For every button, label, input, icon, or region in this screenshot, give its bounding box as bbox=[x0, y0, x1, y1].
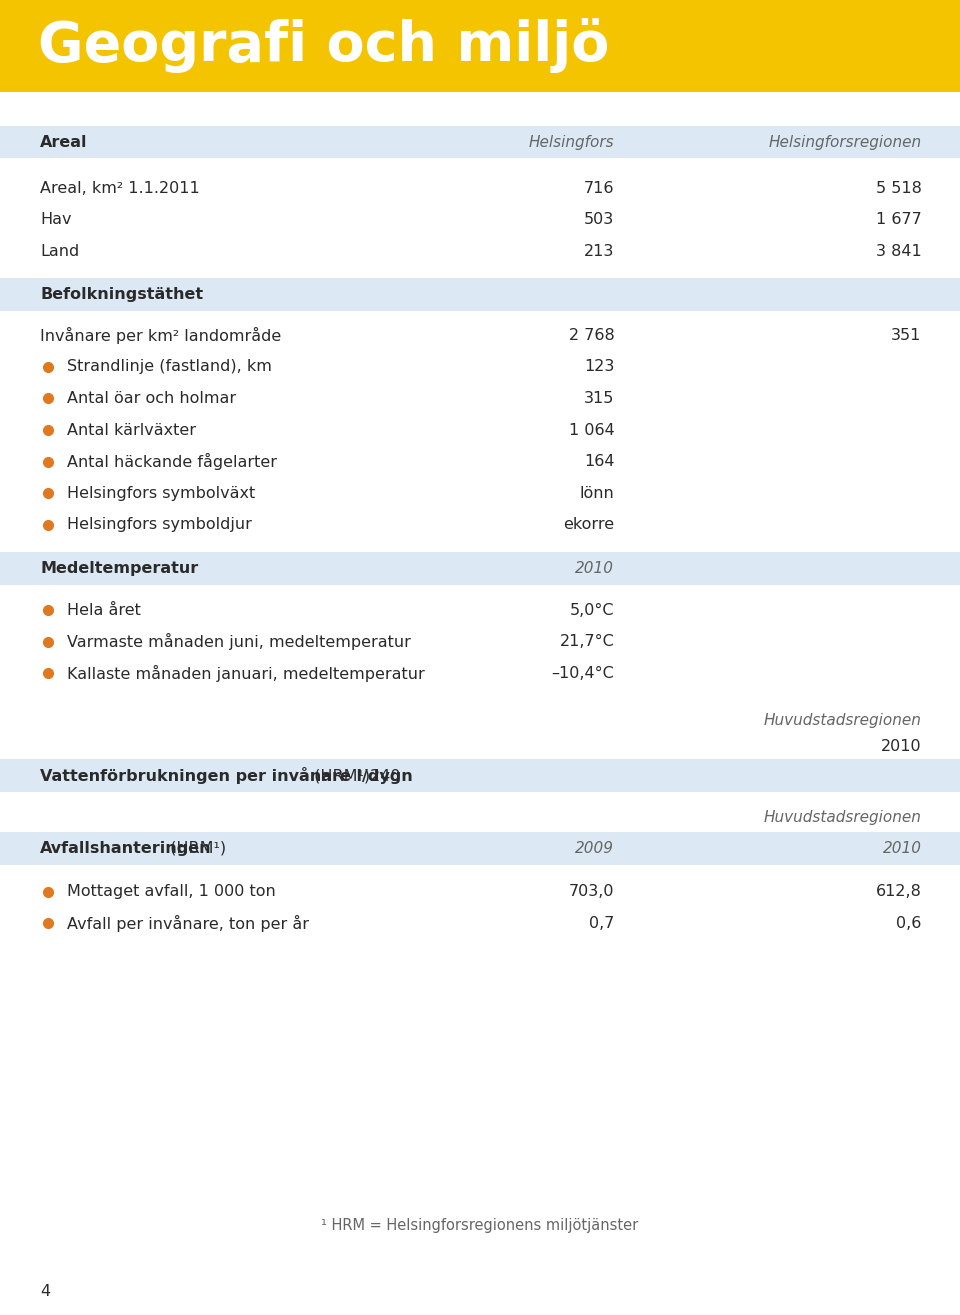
Text: 1 677: 1 677 bbox=[876, 212, 922, 227]
Text: Medeltemperatur: Medeltemperatur bbox=[40, 560, 199, 576]
Text: 503: 503 bbox=[584, 212, 614, 227]
Text: 3 841: 3 841 bbox=[876, 243, 922, 259]
Text: ¹ HRM = Helsingforsregionens miljötjänster: ¹ HRM = Helsingforsregionens miljötjänst… bbox=[322, 1218, 638, 1233]
Text: Kallaste månaden januari, medeltemperatur: Kallaste månaden januari, medeltemperatu… bbox=[67, 665, 425, 681]
Text: 2 768: 2 768 bbox=[568, 327, 614, 343]
FancyBboxPatch shape bbox=[0, 0, 960, 92]
Text: Avfallshanteringen: Avfallshanteringen bbox=[40, 840, 212, 856]
Text: Antal häckande fågelarter: Antal häckande fågelarter bbox=[67, 454, 277, 469]
FancyBboxPatch shape bbox=[0, 126, 960, 159]
Text: Helsingfors symbolväxt: Helsingfors symbolväxt bbox=[67, 485, 255, 501]
Text: 5,0°C: 5,0°C bbox=[570, 602, 614, 618]
Text: Helsingforsregionen: Helsingforsregionen bbox=[768, 134, 922, 150]
Text: 351: 351 bbox=[891, 327, 922, 343]
FancyBboxPatch shape bbox=[0, 832, 960, 865]
Text: 21,7°C: 21,7°C bbox=[560, 634, 614, 650]
Text: Antal kärlväxter: Antal kärlväxter bbox=[67, 422, 196, 438]
Text: Land: Land bbox=[40, 243, 80, 259]
FancyBboxPatch shape bbox=[0, 279, 960, 312]
Text: 612,8: 612,8 bbox=[876, 884, 922, 899]
Text: Areal, km² 1.1.2011: Areal, km² 1.1.2011 bbox=[40, 180, 200, 196]
Text: Hav: Hav bbox=[40, 212, 72, 227]
Text: 2010: 2010 bbox=[881, 739, 922, 755]
Text: Hela året: Hela året bbox=[67, 602, 141, 618]
Text: Huvudstadsregionen: Huvudstadsregionen bbox=[764, 713, 922, 729]
Text: (HRM¹)240: (HRM¹)240 bbox=[309, 768, 401, 784]
Text: 716: 716 bbox=[584, 180, 614, 196]
Text: 0,6: 0,6 bbox=[897, 915, 922, 931]
Text: lönn: lönn bbox=[580, 485, 614, 501]
Text: 315: 315 bbox=[584, 391, 614, 406]
Text: 0,7: 0,7 bbox=[589, 915, 614, 931]
Text: Strandlinje (fastland), km: Strandlinje (fastland), km bbox=[67, 359, 272, 375]
Text: –10,4°C: –10,4°C bbox=[552, 665, 614, 681]
Text: 2009: 2009 bbox=[575, 840, 614, 856]
Text: ekorre: ekorre bbox=[564, 517, 614, 533]
FancyBboxPatch shape bbox=[0, 760, 960, 792]
Text: 164: 164 bbox=[584, 454, 614, 469]
Text: Vattenförbrukningen per invånare l/dygn: Vattenförbrukningen per invånare l/dygn bbox=[40, 768, 413, 784]
Text: Avfall per invånare, ton per år: Avfall per invånare, ton per år bbox=[67, 915, 309, 931]
Text: 1 064: 1 064 bbox=[568, 422, 614, 438]
Text: 2010: 2010 bbox=[882, 840, 922, 856]
Text: (HRM¹): (HRM¹) bbox=[164, 840, 226, 856]
Text: Huvudstadsregionen: Huvudstadsregionen bbox=[764, 810, 922, 826]
Text: Helsingfors symboldjur: Helsingfors symboldjur bbox=[67, 517, 252, 533]
Text: 2010: 2010 bbox=[575, 560, 614, 576]
Text: 5 518: 5 518 bbox=[876, 180, 922, 196]
Text: Befolkningstäthet: Befolkningstäthet bbox=[40, 287, 204, 302]
Text: Mottaget avfall, 1 000 ton: Mottaget avfall, 1 000 ton bbox=[67, 884, 276, 899]
FancyBboxPatch shape bbox=[0, 552, 960, 585]
Text: Areal: Areal bbox=[40, 134, 87, 150]
Text: Invånare per km² landområde: Invånare per km² landområde bbox=[40, 327, 281, 343]
Text: 213: 213 bbox=[584, 243, 614, 259]
Text: Antal öar och holmar: Antal öar och holmar bbox=[67, 391, 236, 406]
Text: 4: 4 bbox=[40, 1283, 51, 1299]
Text: Helsingfors: Helsingfors bbox=[529, 134, 614, 150]
Text: Geografi och miljö: Geografi och miljö bbox=[38, 18, 610, 74]
Text: 123: 123 bbox=[584, 359, 614, 375]
Text: Varmaste månaden juni, medeltemperatur: Varmaste månaden juni, medeltemperatur bbox=[67, 634, 411, 650]
Text: 703,0: 703,0 bbox=[569, 884, 614, 899]
